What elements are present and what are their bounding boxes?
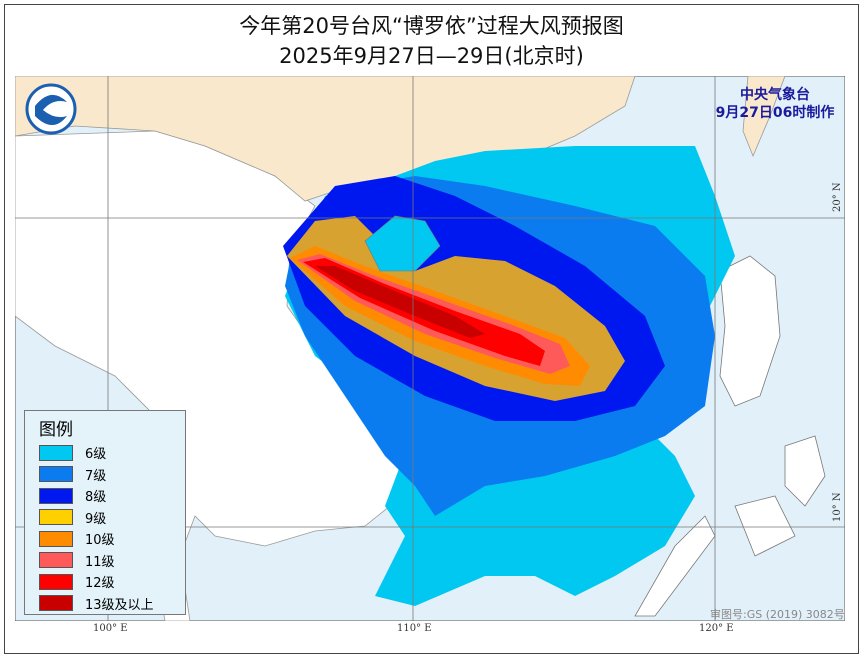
lon-label-120: 120° E: [699, 623, 734, 634]
legend-swatch: [39, 595, 73, 612]
legend-label: 6级: [85, 447, 107, 463]
legend-item: 13级及以上: [39, 593, 185, 615]
legend-item: 8级: [39, 485, 185, 507]
legend-label: 7级: [85, 468, 107, 484]
legend-item: 10级: [39, 528, 185, 550]
legend-swatch: [39, 487, 73, 504]
legend-title: 图例: [39, 420, 73, 440]
philippines-land: [634, 255, 826, 617]
legend-label: 13级及以上: [85, 597, 154, 613]
legend-swatch: [39, 444, 73, 461]
map-review-number: 审图号:GS (2019) 3082号: [710, 608, 845, 621]
agency-label: 中央气象台 9月27日06时制作: [700, 86, 850, 122]
legend-swatch: [39, 530, 73, 547]
lat-label-20: 20° N: [832, 182, 843, 212]
legend-item: 9级: [39, 507, 185, 529]
lon-label-100: 100° E: [93, 623, 128, 634]
legend-label: 10级: [85, 533, 115, 549]
legend-item: 7级: [39, 464, 185, 486]
legend: 图例 6级 7级 8级 9级 10级 11级 12级 13级及以上: [24, 410, 186, 615]
map-subtitle: 2025年9月27日—29日(北京时): [279, 44, 584, 68]
map-title: 今年第20号台风“博罗依”过程大风预报图: [239, 14, 624, 38]
legend-label: 11级: [85, 554, 115, 570]
legend-swatch: [39, 509, 73, 526]
legend-item: 11级: [39, 550, 185, 572]
legend-item: 6级: [39, 442, 185, 464]
legend-swatch: [39, 552, 73, 569]
taiwan-land: [742, 76, 786, 158]
legend-label: 9级: [85, 511, 107, 527]
lon-label-110: 110° E: [397, 623, 432, 634]
figure-frame: [4, 4, 859, 654]
hainan-island: [364, 215, 441, 272]
legend-item: 12级: [39, 571, 185, 593]
lat-label-10: 10° N: [832, 492, 843, 522]
cma-logo-icon: [25, 83, 77, 135]
legend-swatch: [39, 573, 73, 590]
legend-swatch: [39, 466, 73, 483]
wind-band-13-plus: [315, 266, 485, 338]
agency-name: 中央气象台: [740, 87, 810, 103]
legend-label: 12级: [85, 576, 115, 592]
legend-label: 8级: [85, 490, 107, 506]
issue-time: 9月27日06时制作: [715, 105, 835, 121]
